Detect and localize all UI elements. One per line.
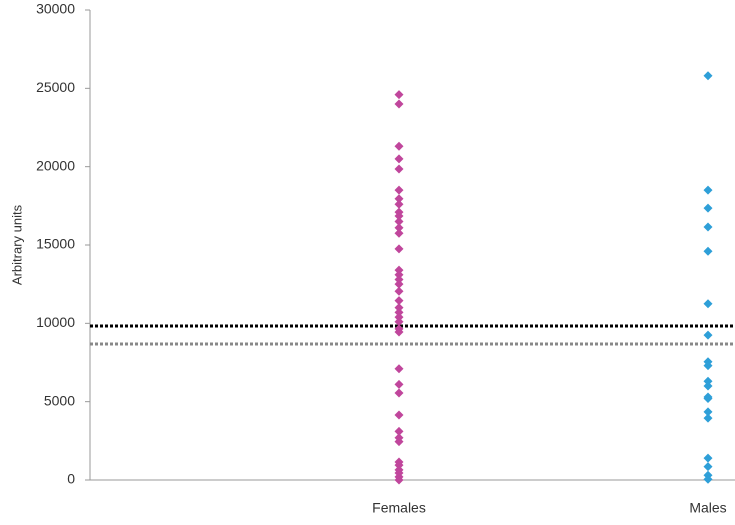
point xyxy=(703,361,713,371)
point xyxy=(394,164,404,174)
x-tick-label: Males xyxy=(689,500,726,516)
point xyxy=(394,307,404,317)
point xyxy=(394,279,404,289)
point xyxy=(703,203,713,213)
point xyxy=(394,286,404,296)
point xyxy=(394,460,404,470)
point xyxy=(394,475,404,485)
point xyxy=(394,265,404,275)
point xyxy=(394,437,404,447)
point xyxy=(394,90,404,100)
y-tick-label: 10000 xyxy=(36,314,75,330)
point xyxy=(394,244,404,254)
point xyxy=(703,330,713,340)
point xyxy=(394,312,404,322)
point xyxy=(394,296,404,306)
point xyxy=(394,217,404,226)
point xyxy=(394,274,404,284)
point xyxy=(394,317,404,327)
point xyxy=(703,299,713,309)
point xyxy=(394,223,404,233)
point xyxy=(394,228,404,238)
point xyxy=(703,222,713,232)
point xyxy=(394,388,404,398)
point xyxy=(703,246,713,256)
point xyxy=(394,410,404,420)
point xyxy=(703,413,713,423)
point xyxy=(394,99,404,109)
point xyxy=(394,211,404,221)
y-tick-label: 5000 xyxy=(44,392,75,408)
point xyxy=(703,376,713,386)
point xyxy=(394,194,404,204)
point xyxy=(394,364,404,374)
point xyxy=(394,303,404,313)
point xyxy=(703,453,713,463)
x-tick-label: Females xyxy=(372,500,426,516)
point xyxy=(394,327,404,337)
point xyxy=(703,394,713,404)
point xyxy=(394,154,404,164)
y-tick-label: 20000 xyxy=(36,157,75,173)
point xyxy=(703,71,713,81)
point xyxy=(703,407,713,417)
point xyxy=(394,185,404,195)
point xyxy=(394,379,404,389)
point xyxy=(703,185,713,195)
point xyxy=(394,426,404,436)
point xyxy=(703,381,713,391)
y-tick-label: 30000 xyxy=(36,1,75,17)
point xyxy=(394,270,404,280)
point xyxy=(394,141,404,151)
point xyxy=(394,199,404,209)
y-tick-label: 25000 xyxy=(36,79,75,95)
y-tick-label: 15000 xyxy=(36,236,75,252)
y-axis-label: Arbitrary units xyxy=(9,204,24,285)
point xyxy=(703,474,713,484)
y-tick-label: 0 xyxy=(67,471,75,487)
point xyxy=(703,462,713,472)
